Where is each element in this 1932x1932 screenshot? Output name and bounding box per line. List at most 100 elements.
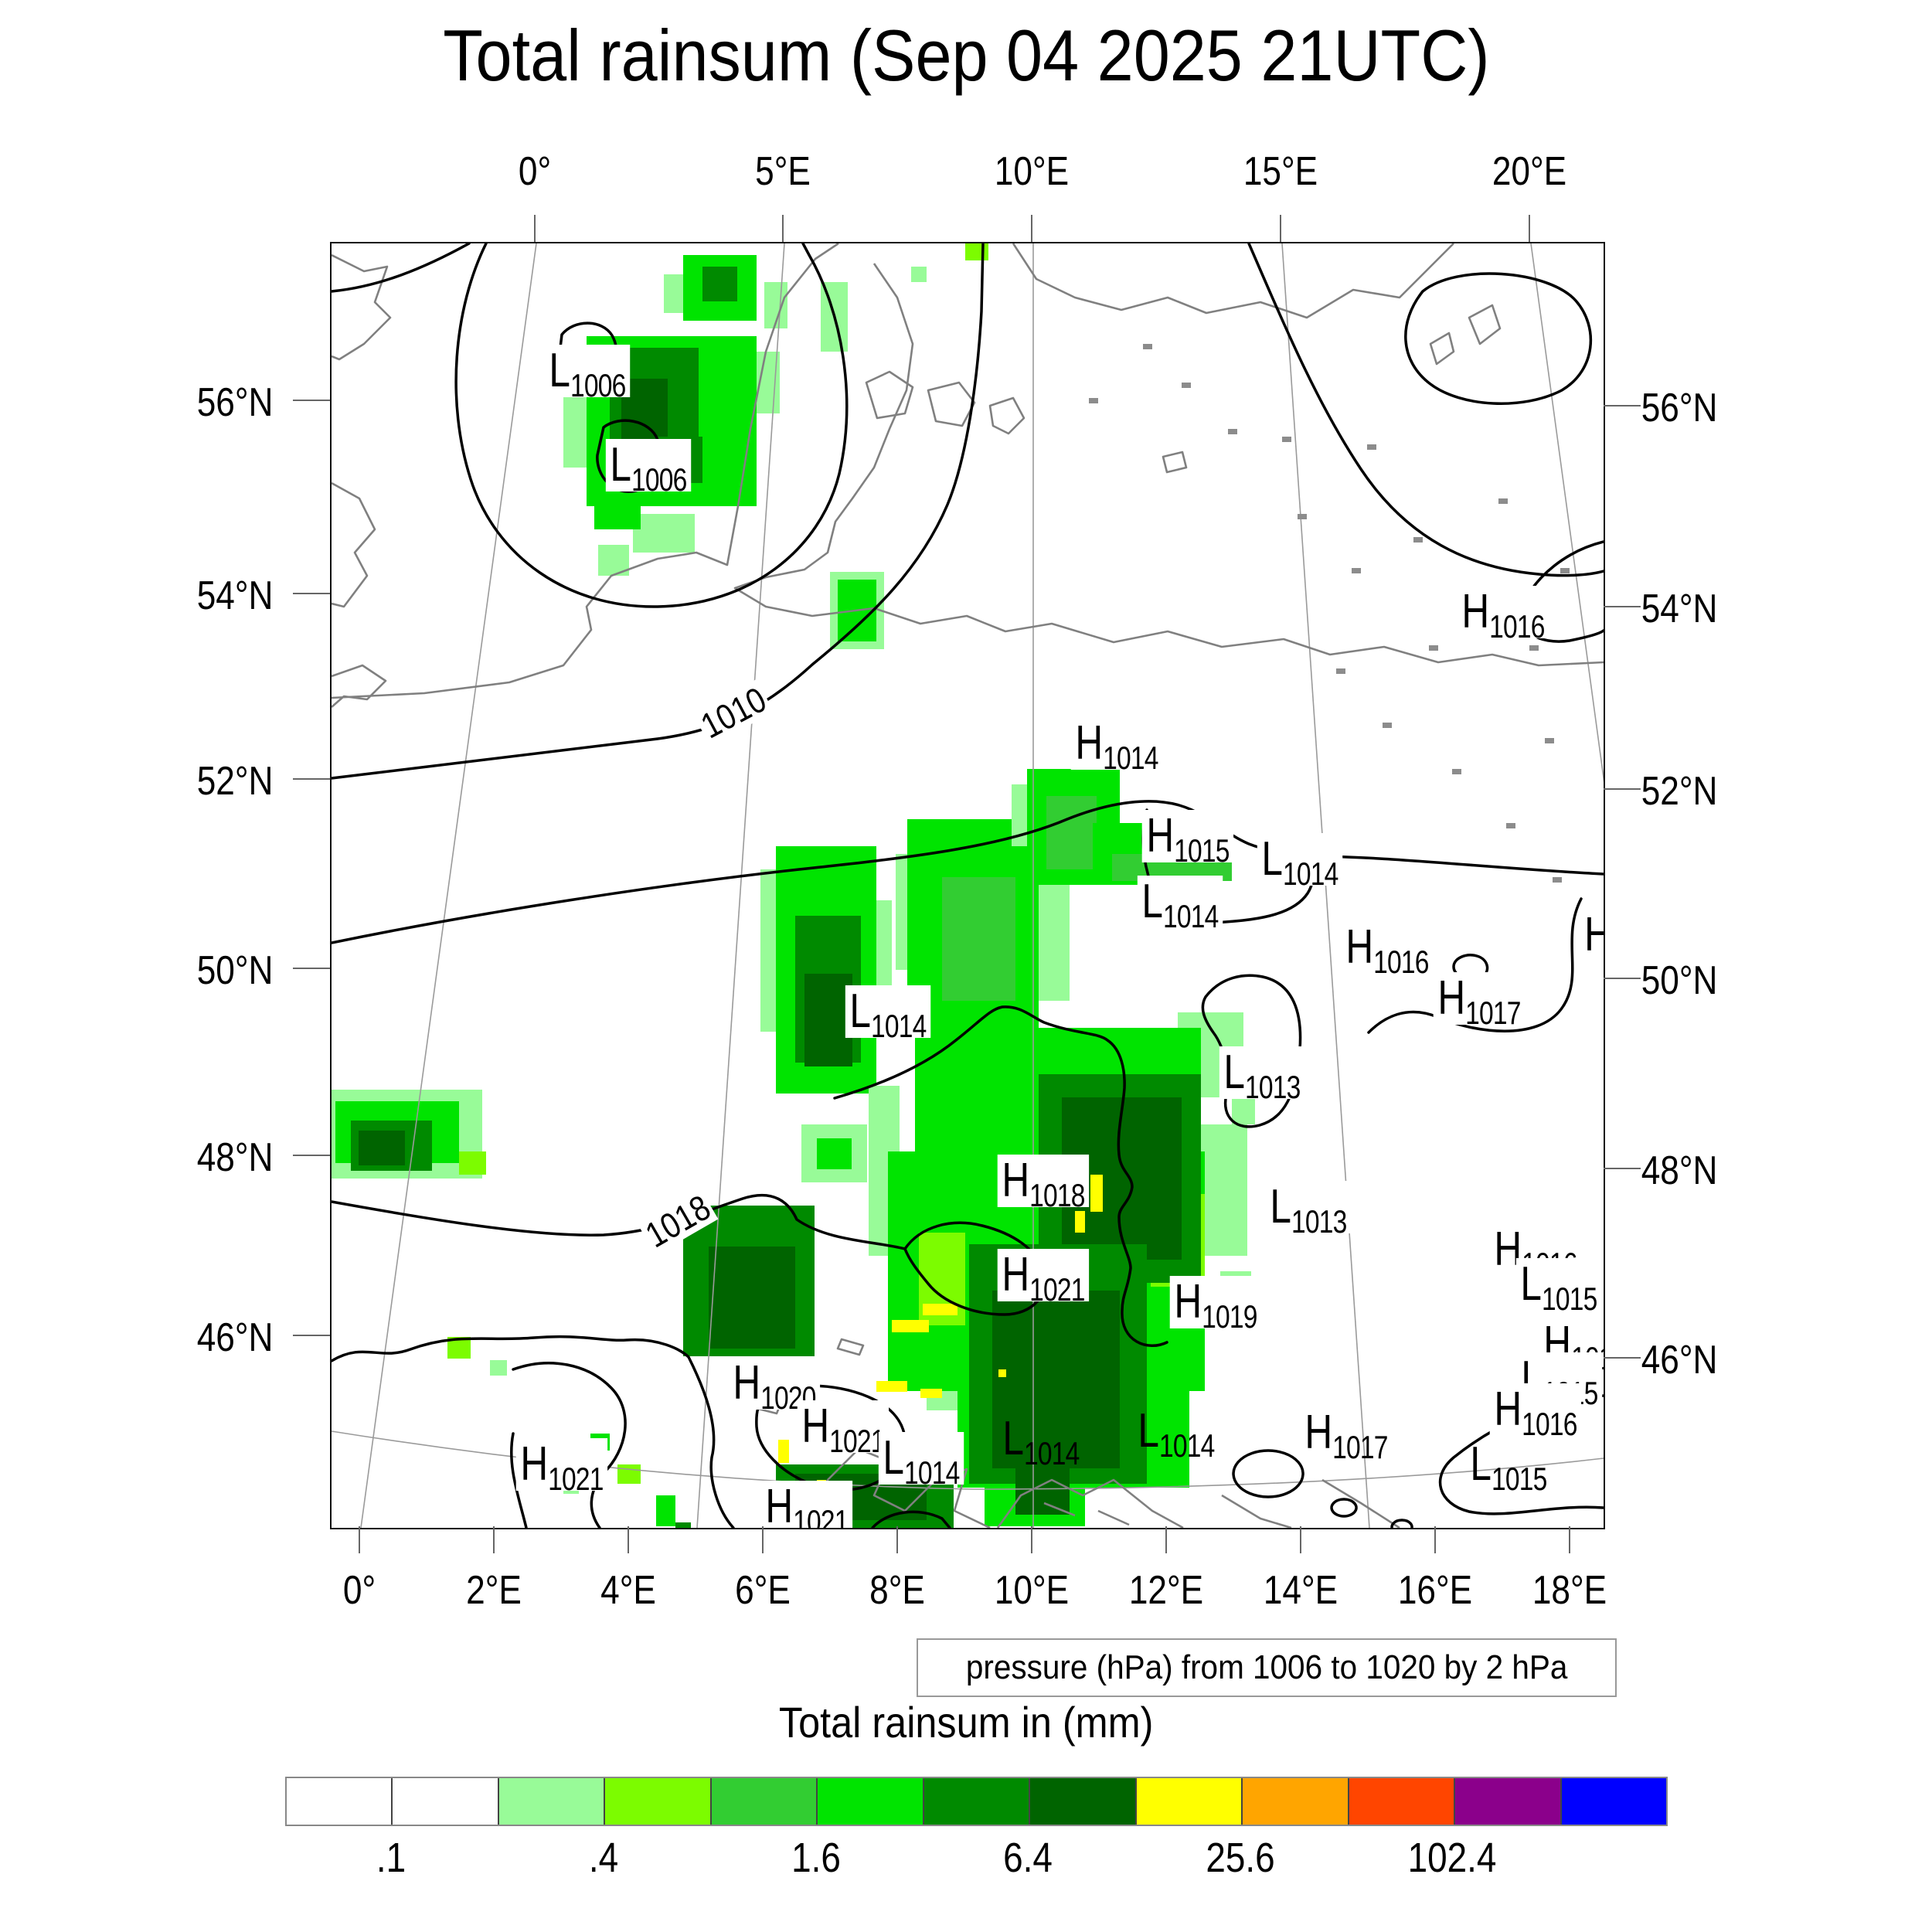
axis-tick-bottom [628,1526,629,1553]
axis-tick-bottom [493,1526,495,1553]
rain-cell [942,877,1015,1001]
colorbar-cell [1349,1778,1456,1825]
axis-tick-left [293,1155,330,1156]
pressure-label-l1014: L1014 [868,1432,975,1489]
pressure-contour [332,1193,1047,1316]
axis-tick-right [1604,788,1641,790]
pressure-label-h1016: H1016 [1478,1383,1593,1440]
coastline-path [332,243,839,699]
graticule-meridian [1281,243,1370,1528]
rain-cell [1075,1211,1085,1233]
colorbar-cell [393,1778,499,1825]
axis-label-top: 15°E [1243,149,1318,194]
rain-cell [876,1381,907,1392]
rain-cell [675,1522,691,1528]
axis-tick-right [1604,1357,1641,1359]
coast-speckle [1143,344,1152,349]
coast-speckle [1413,537,1423,543]
axis-label-bottom: 12°E [1128,1568,1204,1613]
rain-cell [778,1440,789,1463]
pressure-contour [332,243,471,293]
colorbar-title: Total rainsum in (mm) [778,1698,1154,1747]
axis-tick-top [534,215,536,242]
pressure-label-h1016: H1016 [1446,586,1560,643]
coast-speckle [1089,398,1098,403]
coast-speckle [1429,645,1438,651]
coast-speckle [1529,645,1539,651]
coast-speckle [1228,429,1237,434]
pressure-contour [1201,974,1302,1128]
rain-cell [709,1247,795,1349]
rain-cell [1046,796,1097,869]
axis-label-left: 52°N [196,759,274,804]
axis-tick-top [782,215,784,242]
axis-label-left: 56°N [196,380,274,425]
axis-label-top: 10°E [994,149,1070,194]
pressure-contour [833,1005,1168,1347]
axis-label-bottom: 4°E [600,1568,656,1613]
axis-tick-bottom [1300,1526,1301,1553]
coast-speckle [1282,437,1291,442]
axis-label-right: 54°N [1641,587,1718,631]
axis-label-bottom: 2°E [466,1568,522,1613]
axis-label-left: 46°N [196,1315,274,1360]
rain-cell [359,1131,405,1165]
axis-tick-bottom [1165,1526,1167,1553]
rain-cell [998,1369,1006,1377]
rain-cell [992,1291,1120,1468]
colorbar-tick-label: 1.6 [791,1835,841,1881]
rain-cell [617,1464,641,1484]
rain-cell [459,1151,486,1175]
pressure-label-l1014: L1014 [1247,833,1353,890]
pressure-contour [1390,1519,1413,1528]
colorbar-tick-label: .1 [376,1835,406,1881]
axis-tick-bottom [1031,1526,1032,1553]
axis-tick-bottom [1569,1526,1570,1553]
coastline-path [1221,1494,1292,1528]
colorbar-tick-label: 6.4 [1003,1835,1053,1881]
coastline-path [988,396,1026,435]
colorbar-cell [1136,1778,1243,1825]
colorbar-tick-label: 102.4 [1407,1835,1497,1881]
axis-label-top: 0° [518,149,552,194]
axis-tick-bottom [762,1526,764,1553]
rain-cell [920,1389,942,1398]
pressure-label-h: H [1576,909,1604,961]
axis-label-right: 50°N [1641,958,1718,1003]
coastline-path [1429,332,1455,366]
colorbar-cell [711,1778,818,1825]
pressure-contour [1247,243,1604,577]
pressure-contour [512,1362,627,1528]
axis-tick-left [293,968,330,969]
axis-tick-bottom [896,1526,898,1553]
axis-tick-right [1604,978,1641,979]
axis-label-right: 46°N [1641,1338,1718,1383]
coastline-path [1162,451,1188,474]
axis-tick-left [293,778,330,780]
pressure-label-l1006: L1006 [595,439,702,496]
axis-label-right: 48°N [1641,1148,1718,1193]
axis-label-bottom: 0° [342,1568,376,1613]
colorbar-cell [1030,1778,1137,1825]
coast-speckle [1506,823,1515,828]
coastline-path [332,664,387,708]
colorbar [285,1777,1668,1826]
pressure-label-h1018: H1018 [986,1155,1100,1212]
coast-speckle [1498,498,1508,504]
rain-cell [923,1304,957,1315]
pressure-contour [454,243,849,608]
coastline-path [1468,304,1502,345]
axis-label-bottom: 8°E [869,1568,925,1613]
coastline-path [803,1447,991,1528]
axis-tick-top [1280,215,1281,242]
rain-cell [911,267,927,282]
pressure-label-l1013: L1013 [1209,1046,1315,1104]
pressure-contour [332,243,985,780]
pressure-caption: pressure (hPa) from 1006 to 1020 by 2 hP… [965,1648,1568,1686]
coastline-path [1043,1502,1076,1517]
axis-label-bottom: 6°E [735,1568,791,1613]
coastline-path [996,1478,1184,1528]
axis-label-right: 52°N [1641,769,1718,814]
pressure-label-h1014: H1014 [1060,717,1174,774]
